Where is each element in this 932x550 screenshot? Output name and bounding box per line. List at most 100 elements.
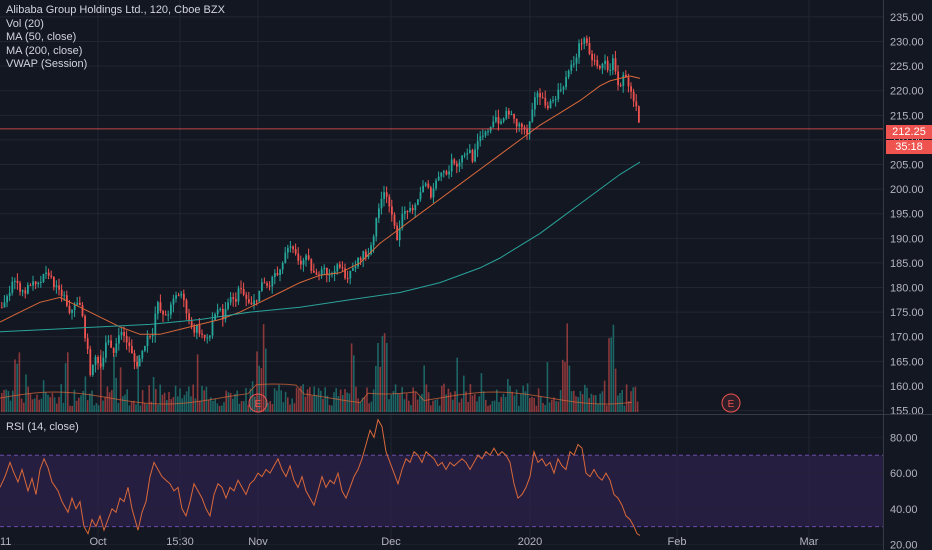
volume-bar bbox=[282, 402, 285, 412]
volume-bar bbox=[315, 395, 318, 412]
indicator-vwap[interactable]: VWAP (Session) bbox=[6, 58, 88, 70]
candle-body bbox=[81, 305, 84, 317]
candle-body bbox=[240, 288, 242, 290]
volume-bar bbox=[608, 338, 610, 412]
volume-bar bbox=[243, 401, 245, 412]
candle-body bbox=[554, 99, 557, 101]
volume-bar bbox=[78, 397, 80, 412]
candle-body bbox=[110, 340, 112, 348]
volume-bar bbox=[520, 393, 522, 412]
candle-body bbox=[196, 325, 198, 333]
indicator-volume[interactable]: Vol (20) bbox=[6, 17, 44, 30]
volume-bar bbox=[324, 387, 326, 412]
candle-body bbox=[370, 245, 372, 255]
candle-body bbox=[627, 77, 630, 87]
volume-bar bbox=[34, 398, 36, 412]
volume-bar bbox=[632, 387, 634, 412]
volume-bar bbox=[522, 385, 524, 412]
volume-bar bbox=[203, 390, 205, 412]
candle-body bbox=[175, 295, 177, 299]
earnings-marker-label: E bbox=[728, 399, 735, 410]
volume-bar bbox=[392, 391, 395, 412]
time-axis-label: 15:30 bbox=[166, 536, 194, 548]
volume-bar bbox=[108, 392, 111, 412]
volume-bar bbox=[60, 384, 62, 412]
volume-bar bbox=[302, 384, 304, 412]
candle-body bbox=[586, 38, 588, 44]
earnings-marker-circle bbox=[248, 393, 268, 413]
volume-bar bbox=[137, 355, 139, 412]
price-axis-label: 155.00 bbox=[890, 406, 924, 418]
volume-bar bbox=[328, 405, 331, 412]
volume-bar bbox=[93, 405, 95, 412]
volume-bar bbox=[397, 393, 399, 412]
candle-body bbox=[279, 269, 281, 275]
candle-body bbox=[188, 313, 190, 322]
volume-bar bbox=[5, 389, 7, 412]
candle-body bbox=[588, 43, 591, 54]
candle-body bbox=[258, 290, 261, 302]
volume-bar bbox=[414, 392, 417, 412]
candle-body bbox=[406, 211, 409, 213]
volume-bar bbox=[1, 392, 3, 412]
volume-bar bbox=[64, 363, 67, 412]
candle-body bbox=[352, 268, 354, 271]
candle-body bbox=[242, 288, 245, 295]
candle-body bbox=[125, 335, 128, 343]
candle-body bbox=[622, 74, 625, 86]
rsi-legend[interactable]: RSI (14, close) bbox=[6, 421, 79, 433]
rsi-axis-label: 60.00 bbox=[890, 468, 918, 480]
volume-bar bbox=[271, 403, 274, 412]
candle-body bbox=[393, 214, 396, 226]
indicator-ma200[interactable]: MA (200, close) bbox=[6, 44, 83, 57]
volume-bar bbox=[579, 391, 582, 412]
volume-bar bbox=[482, 391, 485, 412]
candle-body bbox=[211, 319, 214, 336]
volume-bar bbox=[390, 394, 392, 412]
volume-bar bbox=[555, 401, 557, 412]
volume-bar bbox=[12, 390, 14, 412]
volume-bar bbox=[584, 384, 586, 412]
candle-body bbox=[632, 91, 635, 102]
candle-body bbox=[505, 110, 508, 119]
candle-body bbox=[227, 302, 229, 309]
candle-body bbox=[583, 38, 586, 44]
volume-bar bbox=[386, 342, 388, 412]
volume-bar bbox=[115, 377, 117, 412]
volume-bar bbox=[427, 392, 430, 412]
candle-body bbox=[245, 294, 248, 300]
price-axis-label: 215.00 bbox=[890, 110, 924, 122]
time-axis-label: Feb bbox=[668, 536, 687, 548]
candle-body bbox=[128, 342, 131, 347]
volume-bar bbox=[249, 388, 252, 412]
candle-body bbox=[84, 316, 86, 339]
volume-bar bbox=[130, 401, 133, 412]
candle-body bbox=[612, 58, 614, 70]
volume-bar bbox=[157, 404, 159, 412]
volume-bar bbox=[619, 392, 621, 412]
price-axis-label: 185.00 bbox=[890, 258, 924, 270]
candle-body bbox=[185, 300, 188, 314]
chart-title[interactable]: Alibaba Group Holdings Ltd., 120, Cboe B… bbox=[6, 4, 225, 16]
indicator-ma50[interactable]: MA (50, close) bbox=[6, 31, 77, 43]
ma200-line bbox=[0, 161, 641, 333]
candle-body bbox=[378, 208, 380, 219]
volume-bar bbox=[601, 391, 604, 412]
volume-bar bbox=[438, 405, 441, 412]
candle-body bbox=[549, 100, 552, 109]
candle-body bbox=[471, 150, 474, 162]
candle-body bbox=[112, 347, 115, 353]
candle-body bbox=[232, 297, 235, 299]
volume-bar bbox=[293, 403, 296, 412]
time-axis-label: Dec bbox=[381, 536, 401, 548]
candle-body bbox=[437, 176, 440, 181]
volume-bar bbox=[216, 403, 219, 412]
candle-body bbox=[131, 346, 133, 354]
volume-bar bbox=[179, 388, 181, 412]
candle-body bbox=[552, 100, 554, 102]
volume-bar bbox=[89, 393, 91, 412]
volume-bar bbox=[419, 396, 421, 412]
volume-bar bbox=[636, 401, 639, 412]
candle-body bbox=[580, 43, 583, 45]
